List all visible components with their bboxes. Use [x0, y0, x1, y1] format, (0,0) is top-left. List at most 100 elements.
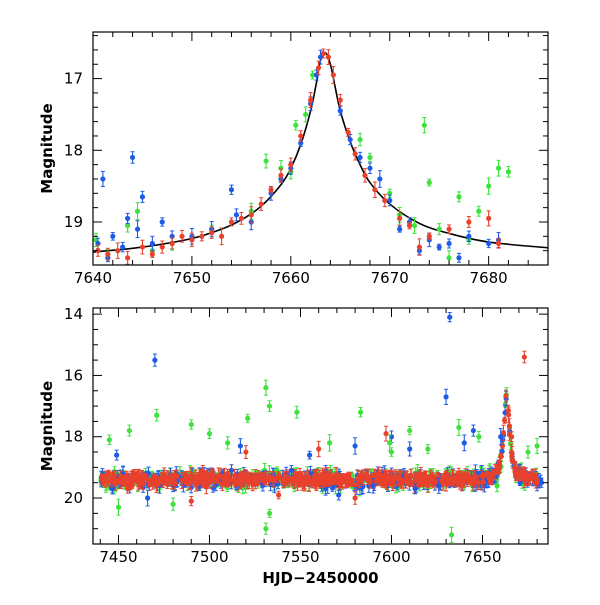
data-point — [298, 133, 303, 138]
baseline-point — [489, 477, 494, 482]
data-point — [140, 244, 145, 249]
data-point — [249, 212, 254, 217]
data-point — [446, 241, 451, 246]
data-point — [189, 237, 194, 242]
data-point — [357, 155, 362, 160]
baseline-point — [509, 450, 514, 455]
baseline-point — [417, 472, 422, 477]
data-point — [382, 198, 387, 203]
x-tick-label: 7640 — [74, 269, 112, 287]
data-point — [486, 184, 491, 189]
data-point — [456, 194, 461, 199]
data-point — [357, 137, 362, 142]
data-point — [427, 234, 432, 239]
data-point — [209, 230, 214, 235]
data-point — [308, 98, 313, 103]
data-point — [496, 166, 501, 171]
baseline-point — [349, 480, 354, 485]
data-point — [120, 244, 125, 249]
baseline-point — [266, 477, 271, 482]
data-point — [259, 201, 264, 206]
baseline-point — [397, 477, 402, 482]
y-tick-label: 17 — [64, 70, 83, 88]
baseline-point — [364, 473, 369, 478]
baseline-point — [309, 481, 314, 486]
data-point — [446, 255, 451, 260]
data-point — [234, 212, 239, 217]
baseline-point — [101, 476, 106, 481]
baseline-point — [327, 474, 332, 479]
data-point — [130, 155, 135, 160]
baseline-point — [132, 473, 137, 478]
data-point — [303, 112, 308, 117]
baseline-point — [485, 471, 490, 476]
data-point — [150, 252, 155, 257]
x-tick-label: 7650 — [173, 269, 211, 287]
data-point — [437, 244, 442, 249]
data-point — [446, 227, 451, 232]
baseline-point — [512, 466, 517, 471]
baseline-point — [503, 393, 508, 398]
y-axis-title: Magnitude — [38, 103, 56, 193]
baseline-point — [284, 474, 289, 479]
data-point — [331, 72, 336, 77]
data-point — [362, 173, 367, 178]
baseline-point — [382, 482, 387, 487]
baseline-point — [106, 471, 111, 476]
data-point — [486, 241, 491, 246]
baseline-point — [148, 480, 153, 485]
baseline-point — [292, 477, 297, 482]
data-point — [338, 108, 343, 113]
data-point — [199, 234, 204, 239]
data-point — [229, 219, 234, 224]
data-point — [268, 187, 273, 192]
baseline-point — [404, 479, 409, 484]
data-point — [397, 216, 402, 221]
data-point — [125, 216, 130, 221]
x-tick-label: 7680 — [470, 269, 508, 287]
data-point — [476, 209, 481, 214]
data-point — [100, 176, 105, 181]
data-point — [160, 219, 165, 224]
data-point — [170, 241, 175, 246]
data-point — [397, 227, 402, 232]
data-point — [316, 65, 321, 70]
data-point — [422, 123, 427, 128]
baseline-point — [507, 423, 512, 428]
y-tick-label: 19 — [64, 213, 83, 231]
data-point — [219, 234, 224, 239]
x-tick-label: 7670 — [371, 269, 409, 287]
data-point — [466, 219, 471, 224]
data-point — [288, 162, 293, 167]
data-point — [229, 187, 234, 192]
baseline-point — [535, 480, 540, 485]
data-point — [506, 169, 511, 174]
data-point — [387, 198, 392, 203]
data-point — [412, 223, 417, 228]
data-point — [372, 187, 377, 192]
baseline-point — [229, 468, 234, 473]
data-point — [427, 180, 432, 185]
data-point — [135, 227, 140, 232]
y-tick-label: 18 — [64, 141, 83, 159]
baseline-point — [202, 481, 207, 486]
data-point — [179, 234, 184, 239]
baseline-point — [506, 412, 511, 417]
data-point — [293, 123, 298, 128]
data-point — [437, 227, 442, 232]
data-point — [140, 194, 145, 199]
data-point — [115, 248, 120, 253]
data-point — [125, 255, 130, 260]
data-point — [496, 241, 501, 246]
data-point — [377, 176, 382, 181]
data-point — [456, 255, 461, 260]
data-point — [466, 234, 471, 239]
data-point — [150, 241, 155, 246]
data-point — [160, 244, 165, 249]
baseline-point — [188, 476, 193, 481]
data-point — [239, 216, 244, 221]
data-point — [105, 252, 110, 257]
data-point — [417, 244, 422, 249]
